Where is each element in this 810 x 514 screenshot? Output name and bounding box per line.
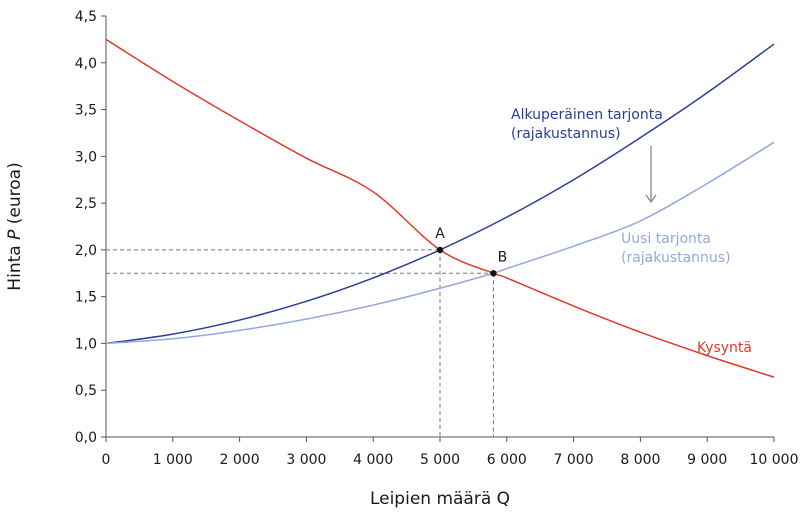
y-tick-label: 2,0 xyxy=(75,243,97,259)
y-tick-label: 3,0 xyxy=(75,149,97,165)
equilibrium-point-label: B xyxy=(498,249,508,265)
y-tick-label: 1,0 xyxy=(75,336,97,352)
x-tick-label: 6 000 xyxy=(487,452,527,468)
x-axis-title: Leipien määrä Q xyxy=(370,489,510,509)
x-tick-label: 8 000 xyxy=(620,452,660,468)
new-supply-label: (rajakustannus) xyxy=(621,250,731,266)
x-ticks: 0 1 000 2 000 3 000 4 000 5 000 6 000 7 000 8 00… xyxy=(102,437,799,468)
equilibrium-point-marker xyxy=(490,270,497,277)
original-supply-curve xyxy=(105,43,775,345)
new-supply-label: Uusi tarjonta xyxy=(621,231,711,247)
y-tick-label: 4,5 xyxy=(75,9,97,25)
x-tick-label: 4 000 xyxy=(353,452,393,468)
y-tick-label: 2,5 xyxy=(75,196,97,212)
y-tick-label: 0,5 xyxy=(75,383,97,399)
curve-labels: Kysyntä Alkuperäinen tarjonta (rajakustann… xyxy=(511,107,752,356)
x-tick-label: 2 000 xyxy=(220,452,260,468)
y-axis-title-variable: P xyxy=(5,229,25,240)
y-axis-title-prefix: Hinta xyxy=(5,240,25,291)
y-ticks: 0,0 0,5 1,0 1,5 2,0 2,5 3,0 3,5 4,0 4,5 xyxy=(75,9,106,446)
y-axis-title: Hinta P (euroa) xyxy=(5,162,25,290)
x-tick-label: 7 000 xyxy=(554,452,594,468)
y-tick-label: 1,5 xyxy=(75,290,97,306)
equilibrium-point-marker xyxy=(436,246,444,254)
curves xyxy=(105,38,775,378)
x-tick-label: 3 000 xyxy=(286,452,326,468)
equilibrium-points: AB xyxy=(435,226,507,277)
y-tick-label: 3,5 xyxy=(75,103,97,119)
x-tick-label: 1 000 xyxy=(153,452,193,468)
demand-curve xyxy=(105,38,775,378)
equilibrium-point-label: A xyxy=(435,226,445,242)
y-tick-label: 4,0 xyxy=(75,56,97,72)
x-tick-label: 5 000 xyxy=(420,452,460,468)
y-axis-title-suffix: (euroa) xyxy=(5,162,25,229)
original-supply-label: Alkuperäinen tarjonta xyxy=(511,107,663,123)
demand-curve-label: Kysyntä xyxy=(697,340,752,356)
guide-lines xyxy=(106,249,494,437)
x-tick-label: 10 000 xyxy=(750,452,799,468)
y-tick-label: 0,0 xyxy=(75,430,97,446)
x-tick-label: 9 000 xyxy=(687,452,727,468)
original-supply-label: (rajakustannus) xyxy=(511,126,621,142)
x-tick-label: 0 xyxy=(102,452,111,468)
shift-arrow-head xyxy=(645,194,657,204)
new-supply-curve xyxy=(105,141,775,345)
